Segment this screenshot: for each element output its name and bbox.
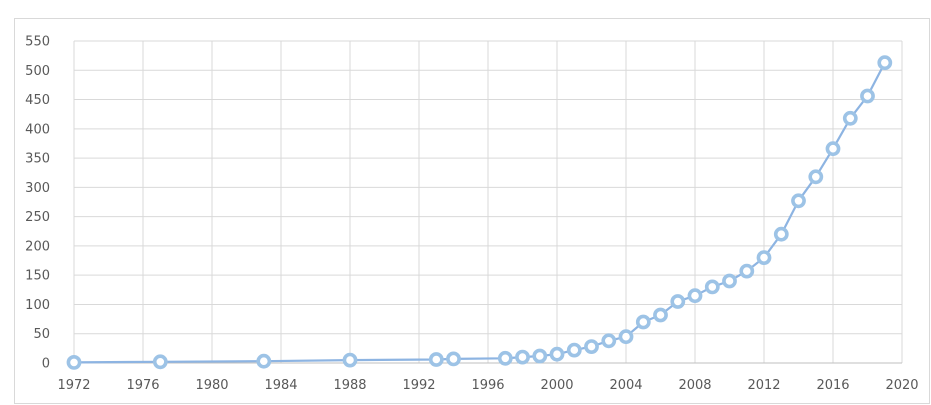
y-tick-label: 100 xyxy=(25,298,50,313)
y-tick-label: 500 xyxy=(25,64,50,79)
data-point xyxy=(825,141,841,157)
x-tick-label: 2020 xyxy=(885,378,918,393)
x-tick-label: 1984 xyxy=(264,378,297,393)
y-tick-label: 350 xyxy=(25,152,50,167)
data-point xyxy=(842,110,858,126)
x-tick-label: 2000 xyxy=(540,378,573,393)
data-point xyxy=(687,288,703,304)
data-point xyxy=(756,250,772,265)
data-point xyxy=(152,354,168,370)
data-point xyxy=(635,314,651,330)
data-point xyxy=(670,294,686,309)
x-tick-labels: 1972 1976 1980 1984 1988 1992 1996 2000 2004 2008… xyxy=(57,378,918,393)
series xyxy=(66,55,893,370)
data-point xyxy=(704,279,720,295)
y-tick-label: 400 xyxy=(25,122,50,137)
x-tick-label: 1980 xyxy=(195,378,228,393)
series-line xyxy=(73,62,886,364)
data-point xyxy=(773,226,789,242)
x-tick-label: 1976 xyxy=(126,378,159,393)
y-tick-label: 300 xyxy=(25,181,50,196)
data-point xyxy=(618,329,634,345)
y-tick-labels: 0 50 100 150 200 250 300 350 400 450 500 550 xyxy=(25,35,50,372)
chart-frame xyxy=(14,18,930,404)
y-tick-label: 250 xyxy=(25,210,50,225)
x-tick-label: 2016 xyxy=(816,378,849,393)
data-point xyxy=(66,354,82,370)
data-point xyxy=(342,352,358,368)
y-tick-label: 50 xyxy=(33,327,50,342)
data-point xyxy=(791,193,806,209)
data-point xyxy=(497,350,513,366)
x-tick-label: 2012 xyxy=(747,378,780,393)
y-tick-label: 200 xyxy=(25,239,50,254)
x-tick-label: 2008 xyxy=(678,378,711,393)
data-point xyxy=(532,348,548,364)
data-point xyxy=(515,349,530,365)
data-point xyxy=(584,339,599,354)
x-tick-label: 1996 xyxy=(471,378,504,393)
x-tick-label: 2004 xyxy=(609,378,642,393)
data-point xyxy=(601,333,617,349)
y-tick-label: 0 xyxy=(42,357,50,372)
data-point xyxy=(446,351,461,367)
x-tick-label: 1988 xyxy=(333,378,366,393)
data-point xyxy=(428,352,444,367)
data-point xyxy=(877,55,893,71)
data-point xyxy=(549,346,565,362)
data-point xyxy=(256,353,272,369)
y-tick-label: 450 xyxy=(25,93,50,108)
data-point xyxy=(653,307,668,323)
grid xyxy=(73,40,903,363)
data-point xyxy=(566,342,582,358)
data-point xyxy=(808,169,824,185)
data-point xyxy=(860,88,875,104)
data-point xyxy=(722,273,737,289)
x-tick-label: 1992 xyxy=(402,378,435,393)
y-tick-label: 550 xyxy=(25,35,50,50)
data-point xyxy=(739,263,755,279)
y-tick-label: 150 xyxy=(25,269,50,284)
x-tick-label: 1972 xyxy=(57,378,90,393)
